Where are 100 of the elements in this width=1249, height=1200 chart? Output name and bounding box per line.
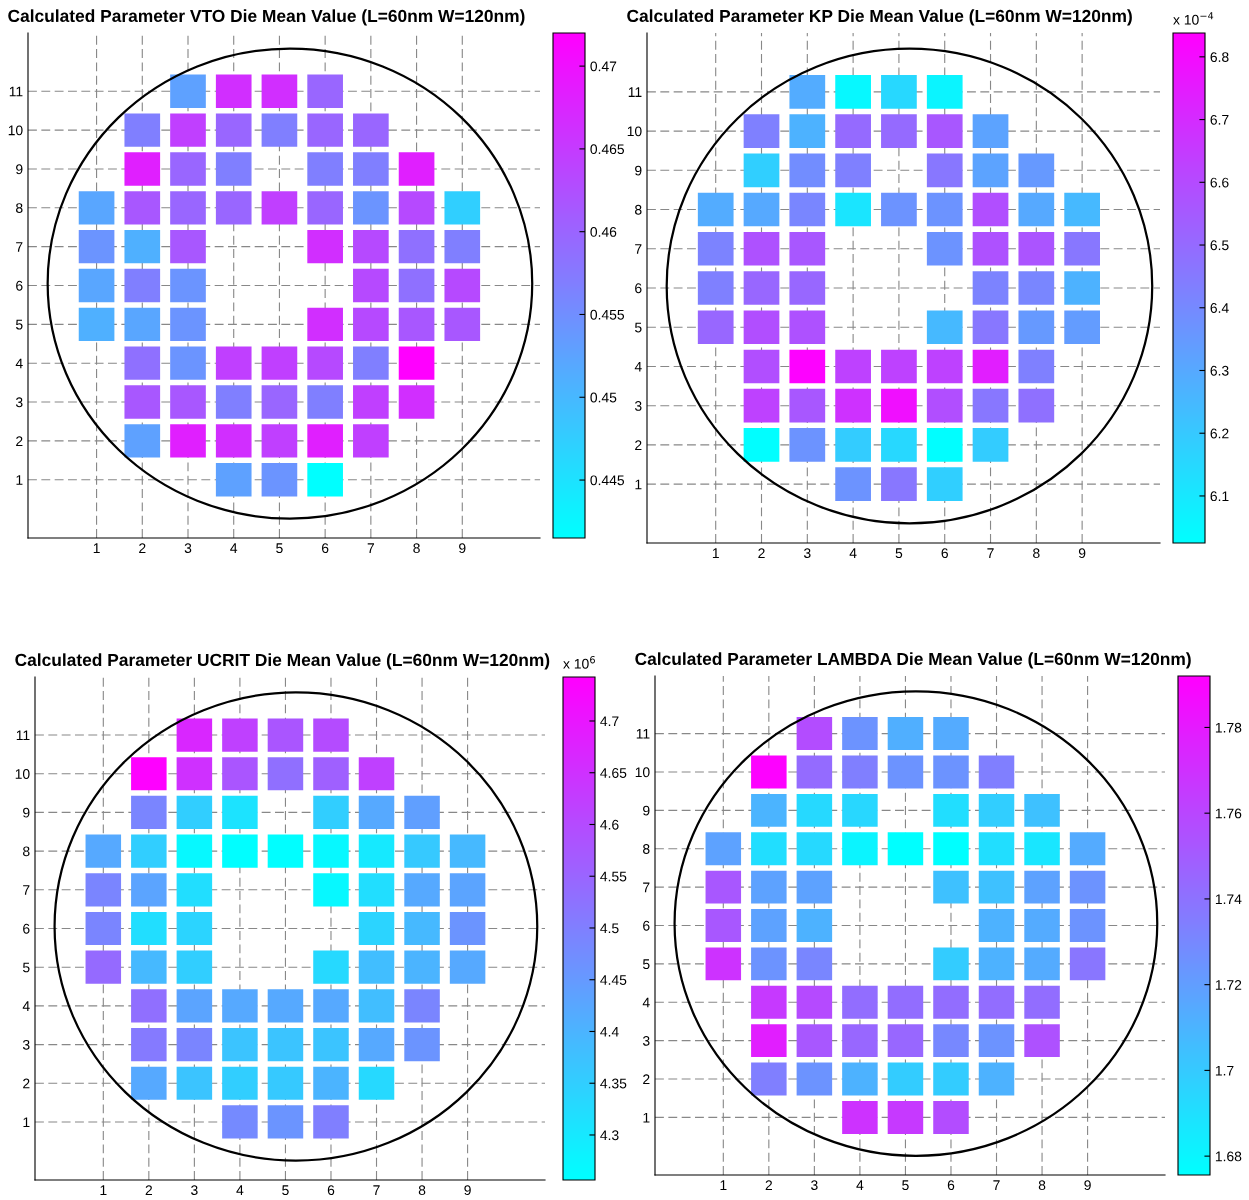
color-bar-title: x 10$^{−4}$ (1173, 12, 1214, 25)
y-tick-label: 7 (643, 882, 650, 893)
x-tick-label: 1 (93, 543, 100, 553)
x-tick-label: 8 (418, 1185, 426, 1196)
x-tick-label: 4 (230, 543, 238, 553)
color-bar-label: 0.47 (590, 61, 617, 72)
y-tick-label: 7 (635, 244, 642, 254)
color-bar-label: 0.445 (590, 475, 625, 486)
y-tick-label: 3 (634, 401, 642, 411)
y-tick-label: 2 (635, 440, 642, 450)
x-tick-label: 9 (464, 1185, 471, 1196)
x-tick-label: 3 (811, 1180, 818, 1191)
x-tick-label: 6 (321, 543, 329, 554)
color-bar-label: 6.2 (1210, 428, 1229, 439)
x-tick-label: 3 (803, 548, 811, 559)
y-tick-label: 8 (16, 203, 23, 213)
color-bar-label: 4.7 (600, 716, 619, 727)
y-tick-label: 1 (16, 475, 23, 485)
y-tick-label: 8 (635, 204, 642, 215)
x-tick-label: 1 (720, 1180, 727, 1190)
y-tick-label: 5 (634, 322, 642, 333)
color-bar-label: 0.46 (590, 227, 617, 237)
y-tick-label: 6 (23, 923, 30, 934)
color-bar-label: 4.4 (600, 1026, 619, 1037)
y-tick-label: 6 (635, 283, 642, 294)
y-tick-label: 5 (15, 319, 23, 330)
y-tick-label: 6 (16, 280, 23, 291)
y-tick-label: 1 (635, 479, 642, 490)
color-bar-label: 4.3 (600, 1130, 619, 1141)
color-bar-label: 4.5 (600, 923, 619, 934)
x-tick-label: 5 (902, 1180, 909, 1191)
y-tick-label: 7 (16, 242, 23, 252)
color-bar-label: 6.5 (1210, 240, 1229, 251)
x-tick-label: 7 (987, 548, 994, 558)
x-tick-label: 4 (856, 1180, 864, 1190)
y-tick-label: 8 (643, 844, 650, 854)
x-tick-label: 3 (184, 543, 192, 554)
y-tick-label: 9 (16, 164, 23, 175)
color-bar-label: 4.65 (600, 768, 627, 778)
chart-title: Calculated Parameter UCRIT Die Mean Value (L=60nm W=120nm) (15, 653, 550, 670)
x-tick-label: 9 (459, 543, 466, 554)
color-bar-label: 0.45 (590, 392, 617, 403)
x-tick-label: 1 (100, 1185, 107, 1195)
color-bar-label: 6.4 (1210, 303, 1229, 313)
chart-title: Calculated Parameter VTO Die Mean Value (L=60nm W=120nm) (8, 9, 525, 26)
x-tick-label: 2 (139, 543, 146, 553)
x-tick-label: 7 (373, 1185, 380, 1195)
x-tick-label: 2 (758, 548, 765, 558)
x-tick-label: 5 (895, 548, 903, 559)
y-tick-label: 10 (15, 769, 30, 779)
x-tick-label: 2 (765, 1180, 772, 1190)
y-tick-label: 2 (16, 436, 23, 446)
color-bar-label: 1.76 (1215, 808, 1242, 819)
y-tick-label: 10 (8, 125, 23, 136)
y-tick-label: 9 (643, 805, 650, 816)
color-bar-label: 1.7 (1215, 1065, 1234, 1076)
y-tick-label: 1 (643, 1112, 650, 1123)
color-bar-label: 1.72 (1215, 979, 1242, 990)
y-tick-label: 2 (23, 1078, 30, 1089)
x-tick-label: 8 (413, 543, 420, 554)
x-tick-label: 8 (1033, 548, 1040, 559)
color-bar-label: 6.6 (1210, 177, 1229, 188)
x-tick-label: 3 (191, 1185, 198, 1196)
y-tick-label: 4 (642, 997, 650, 1008)
color-bar-label: 4.45 (600, 975, 627, 985)
y-tick-label: 11 (16, 730, 30, 741)
y-tick-label: 3 (22, 1039, 30, 1050)
x-tick-label: 5 (282, 1185, 289, 1196)
color-bar-label: 0.465 (590, 144, 625, 155)
y-tick-label: 4 (634, 361, 642, 372)
color-bar-title: x 10$^{6}$ (563, 656, 595, 669)
color-bar-label: 0.455 (590, 309, 625, 320)
x-tick-label: 9 (1084, 1180, 1091, 1191)
y-tick-label: 2 (643, 1074, 650, 1085)
color-bar-label: 1.68 (1215, 1151, 1242, 1162)
y-tick-label: 8 (23, 846, 30, 857)
y-tick-label: 3 (642, 1035, 650, 1046)
y-tick-label: 10 (635, 767, 650, 778)
y-tick-label: 9 (23, 807, 30, 818)
y-tick-label: 11 (636, 729, 650, 739)
y-tick-label: 3 (15, 397, 23, 408)
color-bar-label: 6.7 (1210, 114, 1229, 125)
y-tick-label: 11 (9, 86, 23, 97)
y-tick-label: 4 (22, 1001, 30, 1011)
y-tick-label: 4 (15, 358, 23, 369)
x-tick-label: 2 (145, 1185, 152, 1195)
color-bar-label: 4.6 (600, 819, 619, 830)
y-tick-label: 6 (643, 920, 650, 931)
x-tick-label: 7 (993, 1180, 1000, 1190)
x-tick-label: 8 (1038, 1180, 1046, 1191)
x-tick-label: 1 (712, 548, 719, 558)
x-tick-label: 4 (849, 548, 857, 558)
x-tick-label: 7 (367, 543, 375, 553)
y-tick-label: 1 (23, 1117, 30, 1127)
y-tick-label: 10 (627, 126, 642, 137)
x-tick-label: 6 (941, 548, 948, 559)
color-bar-label: 6.1 (1210, 491, 1229, 502)
x-tick-label: 4 (236, 1185, 244, 1195)
color-bar-label: 6.8 (1210, 52, 1229, 63)
x-tick-label: 6 (327, 1185, 335, 1196)
